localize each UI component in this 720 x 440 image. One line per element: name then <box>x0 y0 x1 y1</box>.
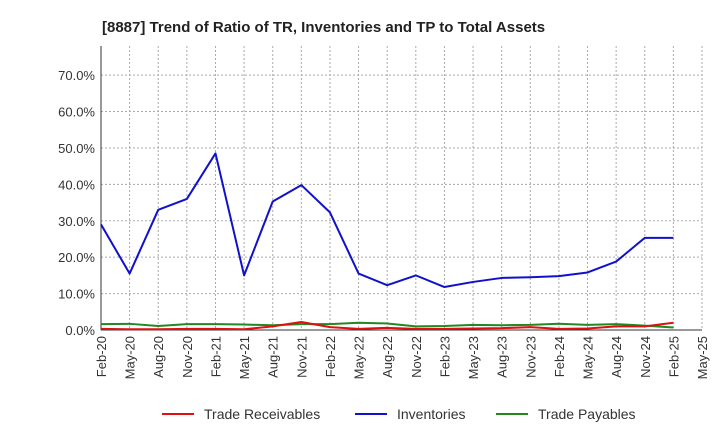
x-tick-label: May-20 <box>123 336 138 379</box>
legend: Trade Receivables Inventories Trade Payabl… <box>162 406 636 422</box>
y-tick-label: 20.0% <box>58 250 95 265</box>
x-tick-label: Feb-24 <box>552 336 567 377</box>
y-tick-label: 50.0% <box>58 141 95 156</box>
plot-area: 0.0% 10.0% 20.0% 30.0% 40.0% 50.0% 60.0% 70.0% F… <box>58 46 710 379</box>
x-tick-label: Feb-21 <box>208 336 223 377</box>
series-line-trade-payables <box>100 321 674 329</box>
x-tick-label: Feb-23 <box>437 336 452 377</box>
y-tick-label: 30.0% <box>58 214 95 229</box>
x-tick-label: Nov-22 <box>409 336 424 378</box>
x-tick-label: Nov-24 <box>638 336 653 378</box>
x-tick-label: Aug-21 <box>266 336 281 378</box>
x-tick-label: May-21 <box>237 336 252 379</box>
x-tick-label: Feb-25 <box>666 336 681 377</box>
x-tick-label: Nov-20 <box>180 336 195 378</box>
legend-label: Trade Payables <box>538 406 636 422</box>
series-line-trade-receivables <box>100 320 674 331</box>
chart-title: [8887] Trend of Ratio of TR, Inventories… <box>102 19 545 36</box>
y-tick-label: 70.0% <box>58 68 95 83</box>
x-tick-label: May-24 <box>581 336 596 379</box>
y-tick-label: 60.0% <box>58 105 95 120</box>
x-tick-label: May-23 <box>466 336 481 379</box>
y-tick-label: 40.0% <box>58 177 95 192</box>
legend-label: Trade Receivables <box>204 406 320 422</box>
x-tick-label: Aug-24 <box>609 336 624 378</box>
x-tick-label: May-25 <box>695 336 710 379</box>
x-tick-label: Feb-22 <box>323 336 338 377</box>
x-tick-label: May-22 <box>352 336 367 379</box>
legend-label: Inventories <box>397 406 465 422</box>
x-tick-label: Feb-20 <box>94 336 109 377</box>
x-tick-label: Aug-23 <box>495 336 510 378</box>
y-tick-label: 0.0% <box>65 323 95 338</box>
x-tick-label: Nov-23 <box>523 336 538 378</box>
x-tick-label: Nov-21 <box>294 336 309 378</box>
x-tick-label: Aug-20 <box>151 336 166 378</box>
series-line-inventories <box>100 152 674 289</box>
x-tick-label: Aug-22 <box>380 336 395 378</box>
y-tick-label: 10.0% <box>58 287 95 302</box>
